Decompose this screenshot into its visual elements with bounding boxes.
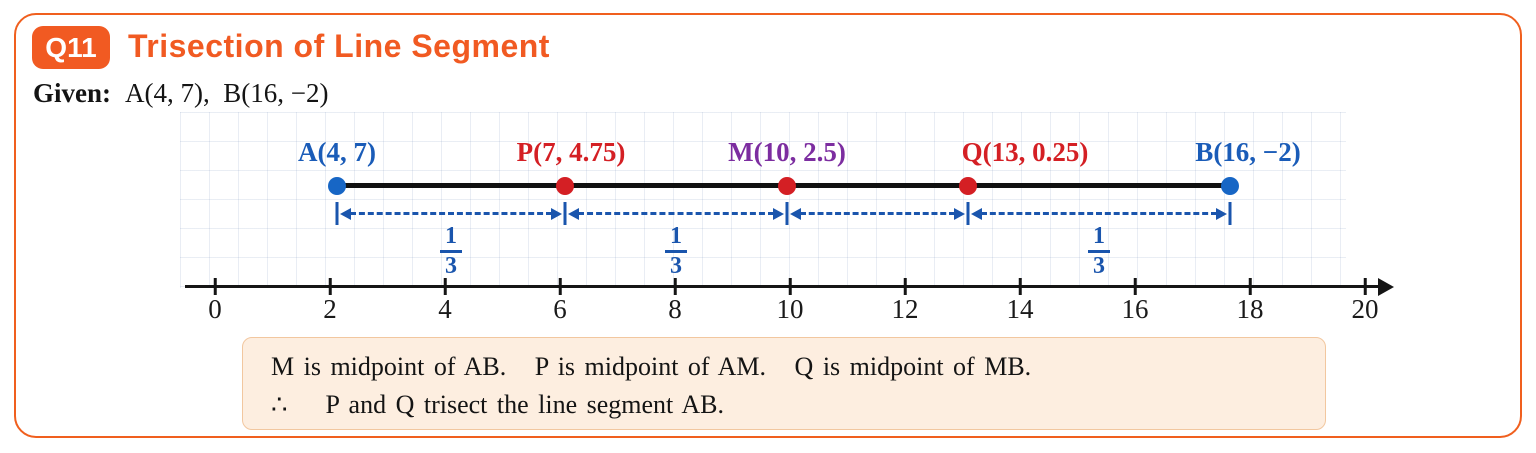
axis-label-4: 4 [438, 294, 452, 324]
point-label-B: B(16, −2) [1195, 137, 1301, 167]
conclusion-note-box: M is midpoint of AB. P is midpoint of AM… [242, 337, 1326, 430]
dimension-tick-M [785, 202, 789, 225]
given-label: Given: [33, 78, 111, 108]
page-title: Trisection of Line Segment [128, 28, 550, 64]
fraction-bar [1088, 250, 1110, 253]
point-label-P: P(7, 4.75) [516, 137, 626, 167]
axis-tick-16 [1133, 278, 1137, 295]
dimension-arrow-QB [971, 207, 1227, 220]
fraction-numerator: 1 [445, 223, 457, 249]
fraction-numerator: 1 [1093, 223, 1105, 249]
fraction-denominator: 3 [445, 252, 457, 279]
dimension-tick-A [335, 202, 339, 225]
axis-tick-8 [673, 278, 677, 295]
fraction-bar [440, 250, 462, 253]
axis-tick-2 [328, 278, 332, 295]
given-statement: Given: A(4, 7), B(16, −2) [33, 78, 328, 109]
question-number-badge: Q11 [32, 26, 110, 69]
axis-arrowhead-icon [1378, 277, 1394, 296]
axis-tick-4 [443, 278, 447, 295]
axis-label-14: 14 [1006, 294, 1034, 324]
fraction-numerator: 1 [670, 223, 682, 249]
axis-label-20: 20 [1351, 294, 1379, 324]
fraction-one-third-1: 1 3 [440, 224, 462, 279]
fraction-denominator: 3 [1093, 252, 1105, 279]
dimension-tick-B [1228, 202, 1232, 225]
axis-tick-10 [788, 278, 792, 295]
fraction-bar [665, 250, 687, 253]
given-value: A(4, 7), B(16, −2) [125, 78, 329, 108]
axis-label-2: 2 [323, 294, 337, 324]
fraction-one-third-2: 1 3 [665, 224, 687, 279]
point-label-M: M(10, 2.5) [728, 137, 846, 167]
fraction-denominator: 3 [670, 252, 682, 279]
note-line-1: M is midpoint of AB. P is midpoint of AM… [271, 352, 1032, 381]
axis-label-12: 12 [891, 294, 919, 324]
point-dot-Q [959, 177, 977, 195]
dimension-arrow-AP [340, 207, 562, 220]
dimension-tick-Q [966, 202, 970, 225]
fraction-one-third-3: 1 3 [1088, 224, 1110, 279]
point-label-Q: Q(13, 0.25) [961, 137, 1089, 167]
graph-paper-grid [180, 112, 1346, 288]
point-label-A: A(4, 7) [298, 137, 376, 167]
point-dot-P [556, 177, 574, 195]
axis-label-0: 0 [208, 294, 222, 324]
axis-tick-6 [558, 278, 562, 295]
dimension-arrow-MQ [790, 207, 965, 220]
point-dot-B [1221, 177, 1239, 195]
axis-label-6: 6 [553, 294, 567, 324]
note-line-2: ∴ P and Q trisect the line segment AB. [271, 390, 724, 419]
axis-tick-14 [1018, 278, 1022, 295]
number-line-axis [185, 285, 1380, 288]
point-dot-A [328, 177, 346, 195]
axis-label-16: 16 [1121, 294, 1149, 324]
dimension-arrow-PM [568, 207, 784, 220]
axis-tick-20 [1363, 278, 1367, 295]
axis-tick-12 [903, 278, 907, 295]
axis-tick-0 [213, 278, 217, 295]
axis-label-10: 10 [776, 294, 804, 324]
axis-label-8: 8 [668, 294, 682, 324]
dimension-tick-P [563, 202, 567, 225]
point-dot-M [778, 177, 796, 195]
axis-label-18: 18 [1236, 294, 1264, 324]
axis-tick-18 [1248, 278, 1252, 295]
